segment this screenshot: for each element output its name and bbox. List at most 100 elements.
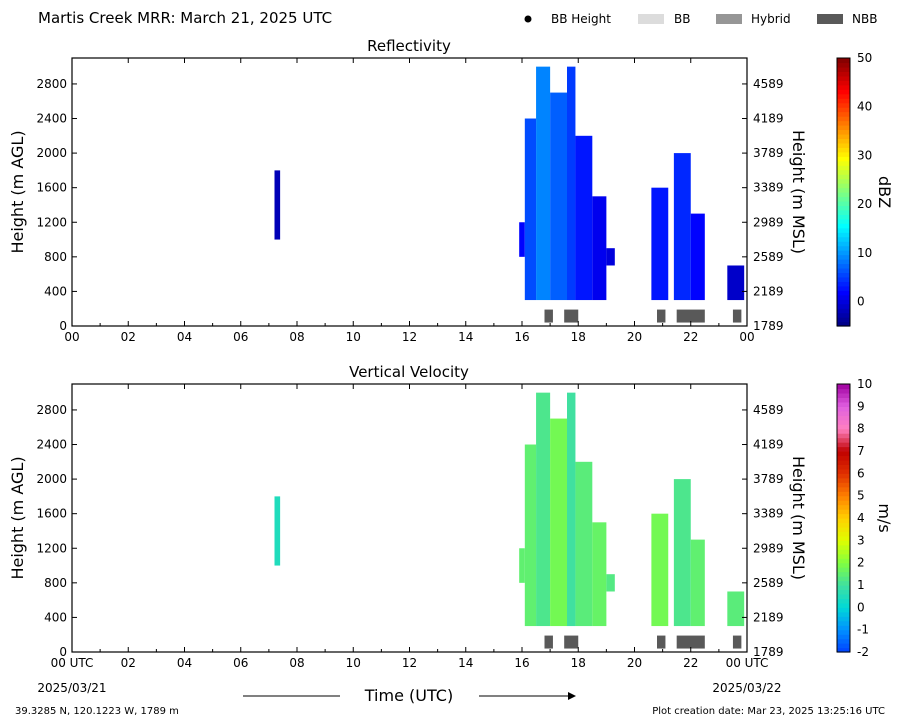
colorbar-segment (837, 71, 850, 77)
colorbar-segment (837, 241, 850, 247)
colorbar-segment (837, 437, 850, 443)
y2-tick-label: 4589 (753, 77, 784, 91)
colorbar-segment (837, 303, 850, 309)
colorbar-segment (837, 294, 850, 300)
colorbar-segment (837, 165, 850, 171)
y2-tick-label: 2989 (753, 215, 784, 229)
colorbar-segment (837, 151, 850, 157)
colorbar-tick-label: 10 (857, 246, 872, 260)
legend-bb-label: BB (674, 12, 690, 26)
y-axis-label: Height (m AGL) (8, 456, 27, 579)
colorbar-segment (837, 419, 850, 425)
colorbar-segment (837, 522, 850, 528)
y-tick-label: 400 (44, 284, 67, 298)
colorbar-tick-label: 2 (857, 556, 865, 570)
echo-region (274, 496, 281, 566)
x-tick-label: 00 (739, 330, 754, 344)
reflectivity-panel: Reflectivity 00 02 04 06 08 10 12 14 16 18 20 22 00 … (8, 37, 894, 344)
echo-region (550, 418, 567, 627)
colorbar-segment (837, 620, 850, 626)
colorbar-segment (837, 62, 850, 68)
colorbar-segment (837, 585, 850, 591)
y2-tick-label: 3389 (753, 181, 784, 195)
echo-region (690, 213, 705, 301)
echo-region (606, 574, 615, 592)
bb-class-bar (544, 309, 553, 323)
colorbar-segment (837, 643, 850, 649)
colorbar-segment (837, 259, 850, 265)
y-tick-label: 1600 (36, 507, 67, 521)
x-tick-label: 12 (402, 330, 417, 344)
colorbar-segment (837, 526, 850, 532)
colorbar-segment (837, 245, 850, 251)
colorbar-segment (837, 459, 850, 465)
colorbar-segment (837, 464, 850, 470)
x-tick-label: 04 (177, 656, 192, 670)
x-axis-label: Time (UTC) (364, 686, 453, 705)
colorbar-label: dBZ (875, 176, 894, 208)
colorbar-segment (837, 428, 850, 434)
colorbar-segment (837, 553, 850, 559)
colorbar-segment (837, 209, 850, 215)
colorbar-tick-label: 9 (857, 399, 865, 413)
colorbar-segment (837, 415, 850, 421)
colorbar-segment (837, 392, 850, 398)
colorbar-segment (837, 513, 850, 519)
colorbar-segment (837, 196, 850, 202)
echo-region (524, 118, 537, 301)
colorbar-segment (837, 442, 850, 448)
colorbar-segment (837, 647, 850, 653)
y2-tick-label: 4589 (753, 403, 784, 417)
colorbar-segment (837, 142, 850, 148)
colorbar-segment (837, 272, 850, 278)
plot-creation-date: Plot creation date: Mar 23, 2025 13:25:1… (652, 706, 885, 717)
colorbar-segment (837, 232, 850, 238)
bb-class-bar (657, 635, 666, 649)
y-tick-label: 1200 (36, 215, 67, 229)
colorbar-segment (837, 111, 850, 117)
x-tick-label: 00 (64, 330, 79, 344)
colorbar-tick-label: 8 (857, 422, 865, 436)
colorbar-tick-label: 6 (857, 466, 865, 480)
colorbar-segment (837, 558, 850, 564)
colorbar-segment (837, 160, 850, 166)
panel-title: Reflectivity (367, 37, 451, 55)
x-tick-label: 10 (346, 330, 361, 344)
bb-legend: BB Height BB Hybrid NBB (524, 12, 877, 26)
colorbar-segment (837, 500, 850, 506)
colorbar-segment (837, 169, 850, 175)
colorbar-segment (837, 120, 850, 126)
colorbar-segment (837, 223, 850, 229)
colorbar-segment (837, 535, 850, 541)
echo-region (727, 265, 745, 301)
colorbar-segment (837, 540, 850, 546)
y2-tick-label: 4189 (753, 438, 784, 452)
vertical-velocity-panel: Vertical Velocity 00 UTC 02 04 06 08 10 12 14 16… (8, 363, 894, 670)
echo-region (524, 444, 537, 627)
colorbar-segment (837, 254, 850, 260)
echo-region (727, 591, 745, 627)
x-tick-label: 00 UTC (51, 656, 94, 670)
colorbar-segment (837, 187, 850, 193)
y-axis-label: Height (m AGL) (8, 130, 27, 253)
colorbar-segment (837, 531, 850, 537)
echo-region (575, 461, 593, 627)
bb-class-bar (732, 309, 742, 323)
colorbar-segment (837, 89, 850, 95)
colorbar-segment (837, 200, 850, 206)
colorbar-segment (837, 468, 850, 474)
legend-bb-swatch (638, 14, 664, 24)
colorbar-segment (837, 218, 850, 224)
echo-region (673, 153, 691, 301)
echo-region (651, 513, 669, 627)
y-tick-label: 400 (44, 610, 67, 624)
bb-class-bar (732, 635, 742, 649)
colorbar-segment (837, 156, 850, 162)
colorbar-segment (837, 455, 850, 461)
end-date: 2025/03/22 (712, 681, 781, 695)
legend-nbb-label: NBB (852, 12, 877, 26)
colorbar-tick-label: 4 (857, 511, 865, 525)
colorbar-segment (837, 281, 850, 287)
x-tick-label: 16 (514, 330, 529, 344)
colorbar-segment (837, 236, 850, 242)
